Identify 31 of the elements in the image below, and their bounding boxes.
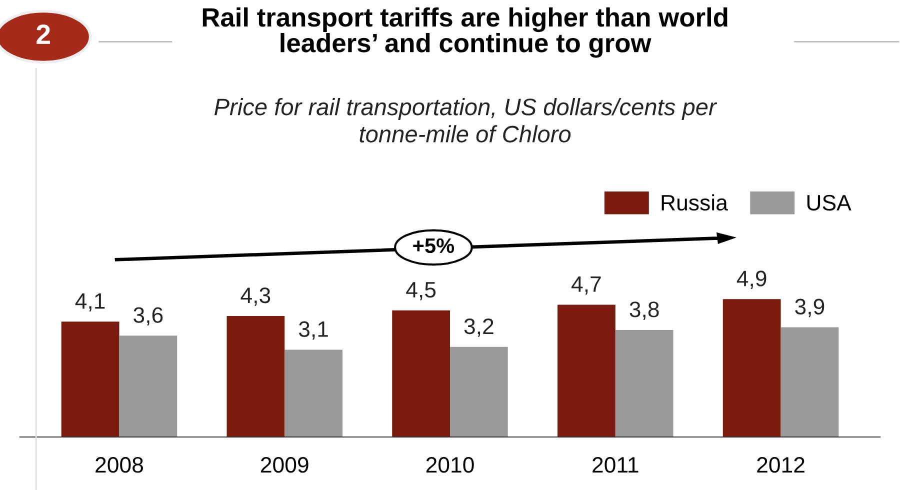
data-label: 4,5 (406, 282, 436, 300)
x-tick-label: 2008 (96, 457, 143, 473)
x-tick-label: 2012 (757, 457, 804, 473)
bar (615, 330, 674, 437)
bar (780, 327, 839, 437)
x-tick-label: 2009 (261, 457, 308, 473)
data-label: 4,1 (75, 293, 105, 312)
bar (722, 299, 781, 437)
data-label: 4,3 (240, 287, 270, 306)
bar (226, 316, 285, 437)
data-label: 4,9 (736, 270, 766, 289)
bar (392, 310, 450, 437)
bar (558, 304, 616, 437)
x-tick-label: 2011 (592, 457, 638, 473)
data-label: 3,9 (795, 298, 824, 318)
bar (61, 322, 120, 437)
text: 2 (36, 24, 50, 44)
legend-label: Russia (662, 194, 728, 211)
data-label: 3,6 (134, 307, 163, 326)
text: +5% (413, 238, 454, 254)
legend-label: USA (807, 194, 852, 211)
chart-subtitle: Price for rail transportation, US dollars/cents per tonne-mile of Chloro (214, 98, 718, 142)
bar (284, 350, 342, 437)
data-label: 3,8 (630, 302, 659, 320)
chart-title: Rail transport tariffs are higher than world leaders’ and continue to grow (202, 7, 728, 58)
data-label: 3,1 (298, 321, 328, 340)
data-label: 3,2 (464, 318, 494, 337)
bar (119, 336, 178, 437)
x-tick-label: 2010 (426, 457, 474, 473)
bar (450, 346, 508, 437)
data-label: 4,7 (572, 276, 601, 295)
